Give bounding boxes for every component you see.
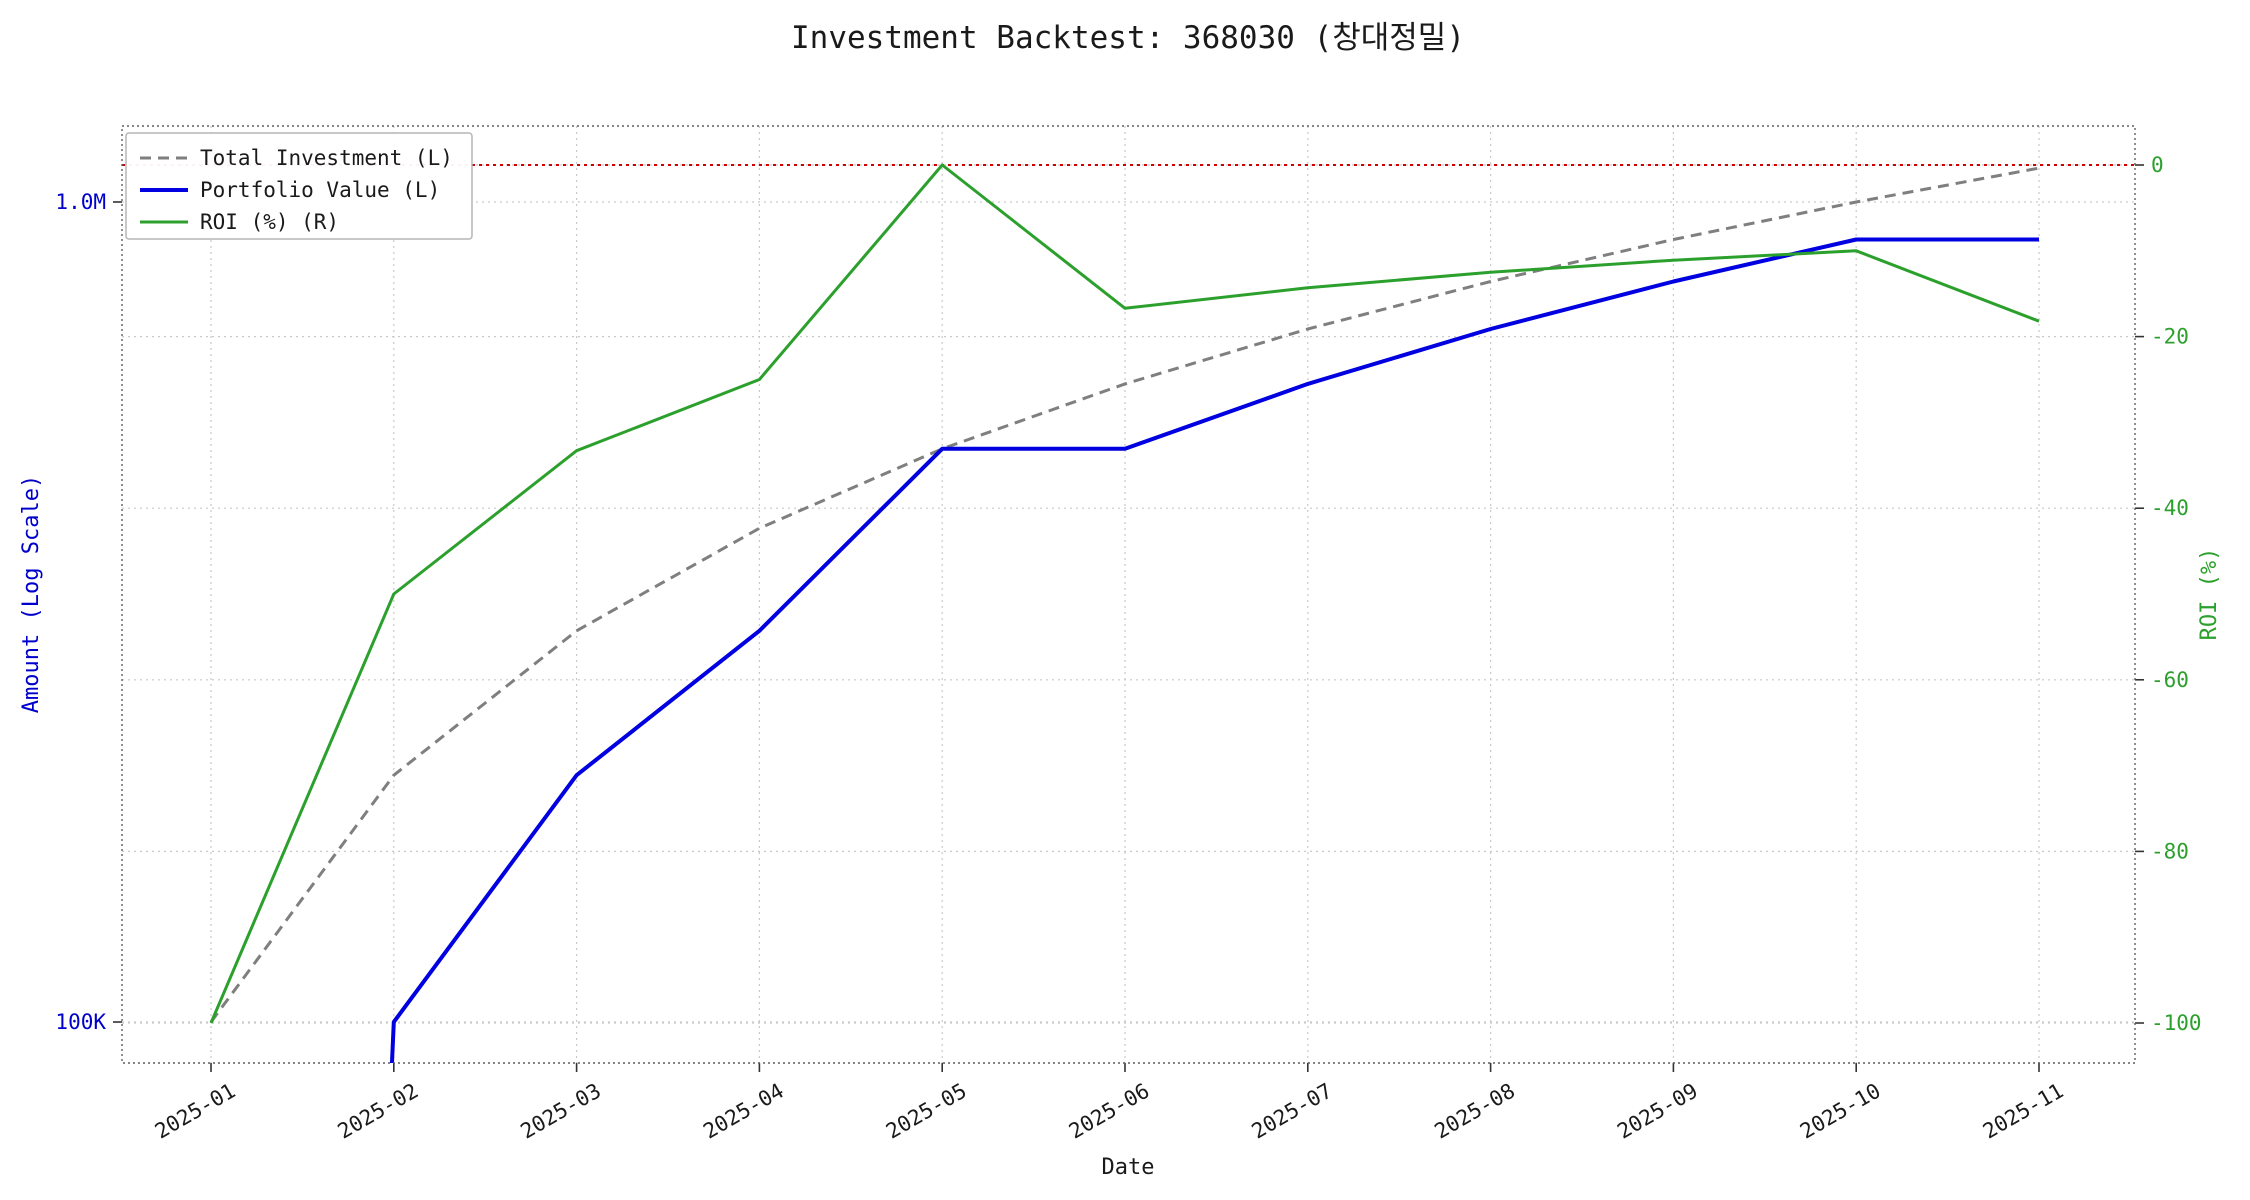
right-y-axis-label: ROI (%) [2197,548,2222,641]
left-y-tick-label: 100K [55,1010,106,1034]
x-tick-label: 2025-11 [1979,1079,2068,1144]
x-tick-label: 2025-06 [1065,1079,1154,1144]
legend-label-roi: ROI (%) (R) [200,210,339,234]
series-lines [122,163,2135,1063]
left-y-axis-label: Amount (Log Scale) [19,475,44,713]
axis-ticks: 2025-01 2025-02 2025-03 2025-04 2025-05 2025-… [55,153,2201,1144]
x-tick-label: 2025-09 [1613,1079,1702,1144]
legend-label-portfolio-value: Portfolio Value (L) [200,178,440,202]
x-tick-label: 2025-10 [1796,1079,1885,1144]
x-tick-label: 2025-04 [699,1079,788,1144]
x-tick-label: 2025-02 [334,1079,423,1144]
right-y-tick-label: -100 [2151,1011,2202,1035]
series-line-1 [389,237,2039,1063]
legend: Total Investment (L) Portfolio Value (L)… [125,132,473,240]
legend-box [125,132,473,240]
legend-label-total-investment: Total Investment (L) [200,146,453,170]
plot-border [121,125,2136,1064]
chart-title: Investment Backtest: 368030 (창대정밀) [791,20,1465,56]
series-line-0 [209,166,2040,1023]
x-tick-label: 2025-03 [516,1079,605,1144]
x-tick-label: 2025-07 [1248,1079,1337,1144]
right-y-tick-label: -20 [2151,325,2189,349]
gridlines [122,126,2135,1063]
right-y-tick-label: 0 [2151,153,2164,177]
right-y-tick-label: -80 [2151,839,2189,863]
series-line-2 [209,163,2040,1024]
left-y-tick-label: 1.0M [55,190,106,214]
x-axis-label: Date [1102,1155,1155,1180]
x-tick-label: 2025-01 [151,1079,240,1144]
right-y-tick-label: -60 [2151,668,2189,692]
right-y-tick-label: -40 [2151,496,2189,520]
x-tick-label: 2025-08 [1430,1079,1519,1144]
x-tick-label: 2025-05 [882,1079,971,1144]
